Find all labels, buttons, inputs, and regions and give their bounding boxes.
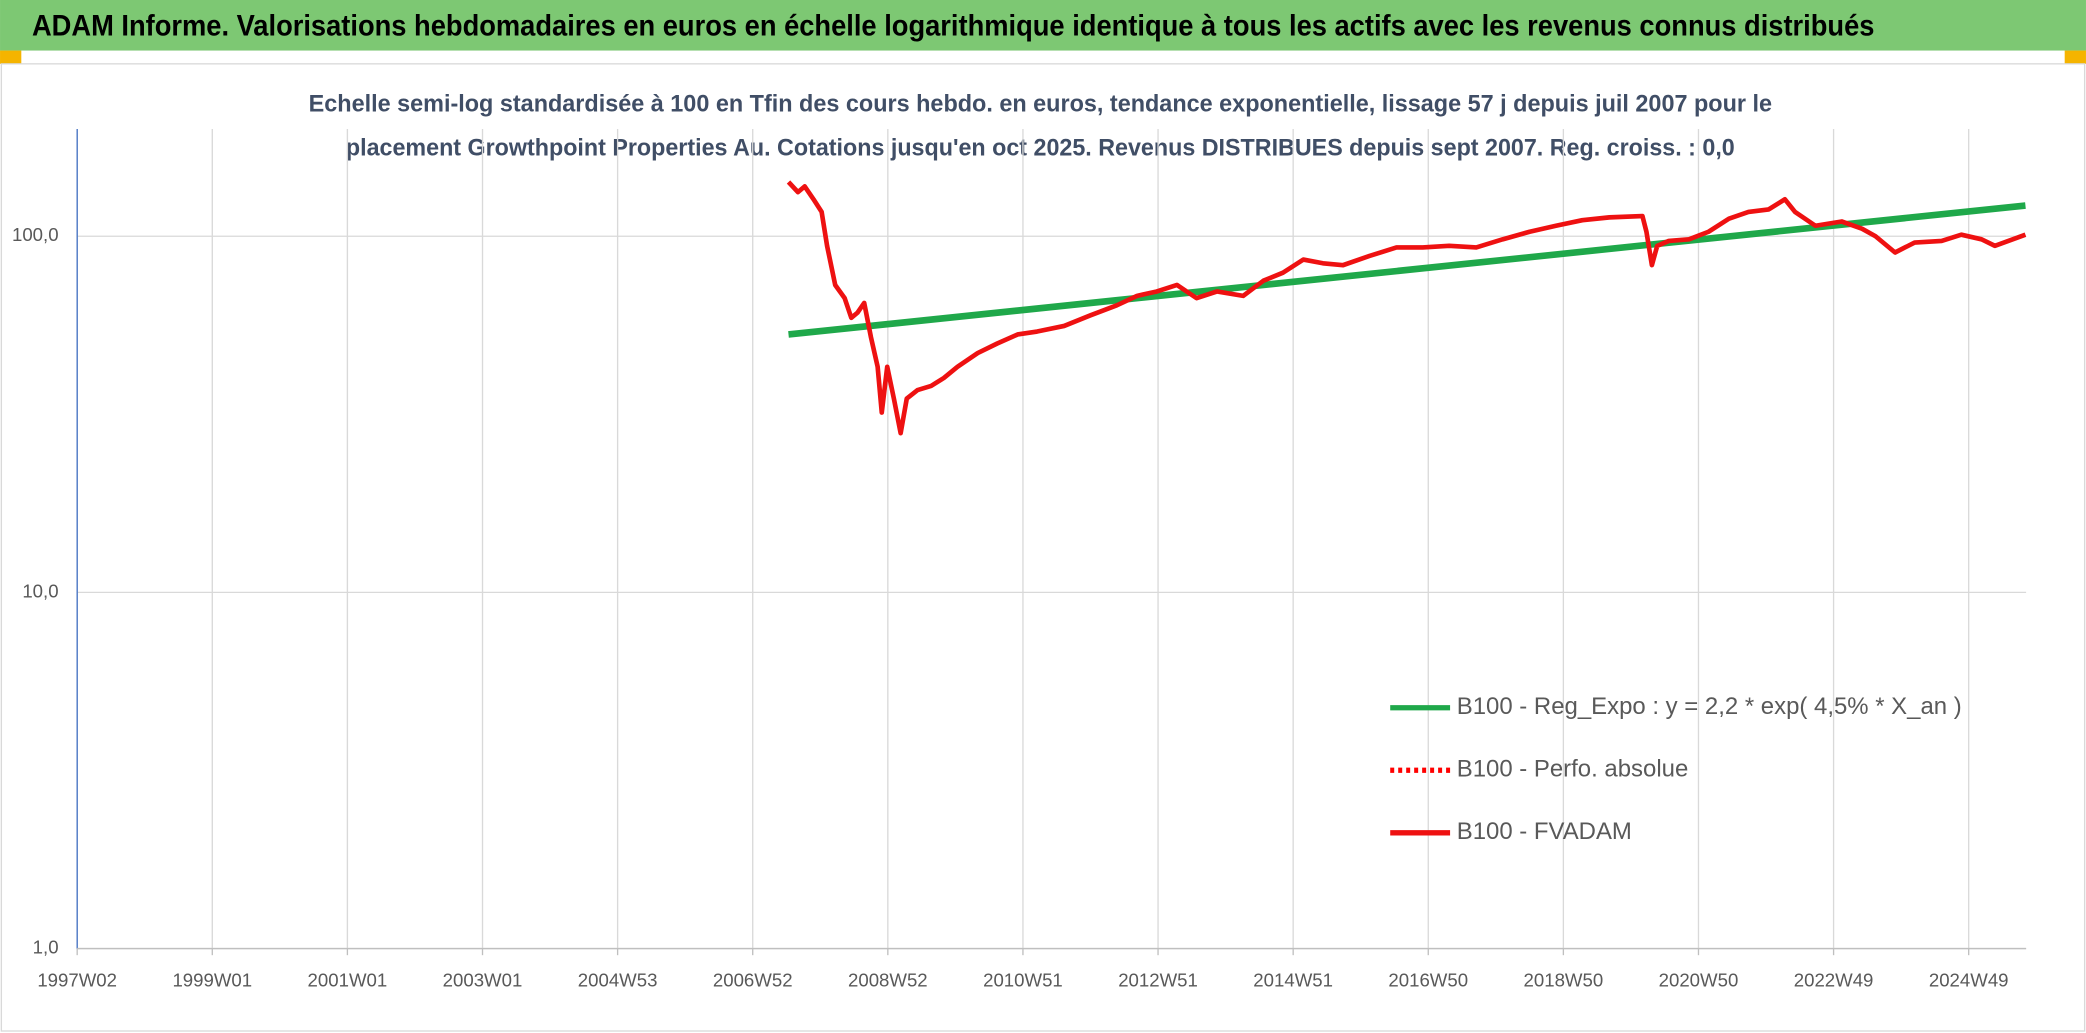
x-tick-label: 1999W01 [172,970,252,991]
chart-subtitle: placement Growthpoint Properties Au. Cot… [346,134,1735,161]
page-title: ADAM Informe. Valorisations hebdomadaire… [32,11,1875,43]
x-tick-label: 2024W49 [1929,970,2009,991]
x-tick-label: 2008W52 [848,970,928,991]
corner-mark [0,50,22,64]
x-tick-label: 2012W51 [1118,970,1198,991]
x-tick-label: 2022W49 [1794,970,1874,991]
x-tick-label: 2006W52 [713,970,793,991]
series-line [786,180,2027,436]
legend-label: B100 - Reg_Expo : y = 2,2 * exp( 4,5% * … [1457,693,1962,720]
x-tick-label: 2001W01 [308,970,388,991]
plot-area: 1,0 10,0 100,0 1997W02 1999W01 2001W01 2003W01… [12,129,2027,991]
x-tick-label: 2016W50 [1388,970,1468,991]
y-tick-label: 100,0 [12,224,59,245]
chart-subtitle: Echelle semi-log standardisée à 100 en T… [309,90,1772,117]
y-tick-label: 10,0 [22,580,58,601]
x-tick-label: 1997W02 [37,970,117,991]
legend-label: B100 - Perfo. absolue [1457,756,1689,783]
chart-frame [0,63,2086,1032]
corner-mark [2064,50,2086,64]
x-tick-label: 2010W51 [983,970,1063,991]
x-tick-label: 2003W01 [443,970,523,991]
x-tick-label: 2018W50 [1524,970,1604,991]
x-tick-label: 2020W50 [1659,970,1739,991]
legend-label: B100 - FVADAM [1457,818,1632,845]
y-tick-label: 1,0 [33,936,59,957]
x-tick-label: 2014W51 [1253,970,1333,991]
x-tick-label: 2004W53 [578,970,658,991]
header-bar [0,0,2086,51]
